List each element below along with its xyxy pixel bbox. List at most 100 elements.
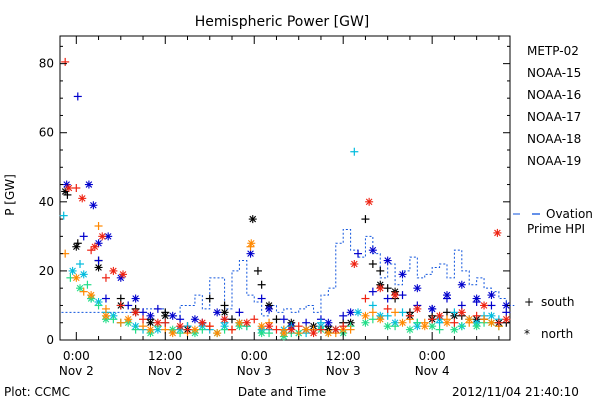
legend: METP-02 NOAA-15 NOAA-16 NOAA-17 NOAA-18 NOAA-…: [513, 44, 593, 341]
point-north-noaa-18: [87, 291, 96, 300]
point-north-noaa-16: [68, 266, 77, 275]
point-north-noaa-15: [265, 304, 274, 313]
point-north-noaa-19: [64, 184, 73, 192]
point-north-noaa-17: [76, 284, 85, 293]
point-south-noaa-17: [435, 325, 444, 334]
point-south-metp-02: [272, 315, 281, 324]
point-north-noaa-18: [146, 325, 155, 334]
point-south-metp-02: [257, 280, 266, 289]
point-south-noaa-15: [101, 294, 110, 303]
point-south-noaa-19: [183, 325, 192, 334]
y-tick-label: 60: [39, 126, 54, 140]
star-d2: [302, 326, 310, 333]
point-south-noaa-19: [227, 325, 236, 334]
star-d2: [191, 315, 199, 323]
point-south-noaa-16: [59, 211, 68, 220]
point-south-metp-02: [205, 294, 214, 303]
star-d2: [384, 257, 391, 264]
point-north-noaa-18: [487, 318, 496, 327]
point-north-noaa-19: [176, 322, 185, 331]
point-north-noaa-15: [213, 308, 222, 317]
point-north-noaa-15: [383, 256, 392, 265]
point-south-noaa-16: [383, 311, 392, 320]
star-d2: [414, 284, 421, 292]
legend-marker-south-symbol: +: [524, 295, 534, 309]
point-south-noaa-19: [72, 184, 81, 192]
point-south-noaa-17: [368, 315, 377, 324]
point-south-noaa-15: [153, 304, 162, 313]
point-north-metp-02: [220, 308, 229, 317]
legend-noaa-19: NOAA-19: [527, 154, 581, 168]
point-south-noaa-18: [294, 329, 303, 338]
y-tick-label: 0: [46, 333, 54, 347]
point-north-metp-02: [146, 318, 155, 327]
star-d2: [443, 291, 451, 299]
point-north-noaa-15: [89, 201, 98, 210]
point-north-noaa-15: [472, 294, 481, 303]
x-tick-date: Nov 2: [59, 364, 94, 378]
point-north-noaa-15: [324, 318, 333, 327]
point-south-noaa-15: [124, 301, 133, 310]
point-south-noaa-18: [94, 222, 103, 230]
x-axis-label: Date and Time: [238, 385, 326, 399]
point-south-metp-02: [220, 301, 229, 310]
point-south-noaa-18: [116, 318, 125, 327]
point-south-noaa-19: [361, 294, 370, 303]
star-d2: [76, 284, 84, 292]
x-tick-time: 0:00: [241, 349, 268, 363]
point-south-noaa-15: [94, 256, 103, 265]
point-south-noaa-16: [450, 308, 459, 317]
point-south-noaa-19: [494, 318, 503, 327]
point-north-noaa-18: [124, 315, 133, 324]
point-north-noaa-15: [131, 294, 140, 303]
star-d2: [213, 329, 221, 337]
star-d2: [351, 260, 358, 268]
point-south-noaa-19: [101, 273, 110, 282]
point-south-noaa-17: [220, 325, 229, 334]
point-south-noaa-19: [405, 311, 414, 320]
point-south-noaa-17: [83, 280, 92, 289]
star-d2: [249, 215, 257, 223]
point-north-noaa-19: [376, 284, 385, 293]
star-d2: [288, 326, 295, 333]
star-d2: [161, 312, 169, 320]
point-north-noaa-19: [287, 325, 296, 334]
y-tick-label: 20: [39, 264, 54, 278]
point-north-noaa-17: [472, 322, 481, 331]
point-south-noaa-15: [257, 294, 266, 303]
y-tick-label: 40: [39, 195, 54, 209]
point-north-noaa-18: [213, 329, 222, 338]
star-d2: [87, 291, 95, 299]
star-d2: [80, 271, 88, 278]
point-south-noaa-15: [279, 315, 288, 324]
star-d2: [169, 312, 176, 320]
point-north-noaa-15: [246, 249, 255, 258]
point-south-noaa-15: [235, 308, 244, 317]
legend-noaa-16: NOAA-16: [527, 88, 581, 102]
point-north-noaa-18: [279, 329, 288, 338]
star-d2: [191, 326, 199, 333]
star-d2: [169, 329, 176, 337]
point-north-noaa-17: [428, 322, 437, 331]
point-south-metp-02: [253, 266, 262, 275]
point-south-noaa-19: [139, 315, 148, 324]
star-d2: [362, 312, 369, 320]
point-south-noaa-19: [472, 311, 481, 320]
star-d2: [73, 274, 80, 282]
point-south-noaa-17: [457, 322, 466, 331]
legend-ovation-line1: Ovation: [546, 207, 593, 221]
x-tick-date: Nov 4: [415, 364, 450, 378]
star-d2: [65, 184, 73, 192]
point-north-noaa-19: [435, 311, 444, 320]
point-north-noaa-18: [235, 318, 244, 327]
y-tick-label: 80: [39, 57, 54, 71]
star-d2: [494, 229, 501, 237]
x-tick-time: 0:00: [63, 349, 90, 363]
star-d2: [503, 302, 510, 309]
point-south-noaa-19: [87, 246, 96, 255]
point-north-noaa-15: [442, 291, 451, 300]
star-d2: [147, 312, 154, 320]
star-d2: [69, 267, 76, 275]
point-south-noaa-19: [339, 322, 348, 331]
